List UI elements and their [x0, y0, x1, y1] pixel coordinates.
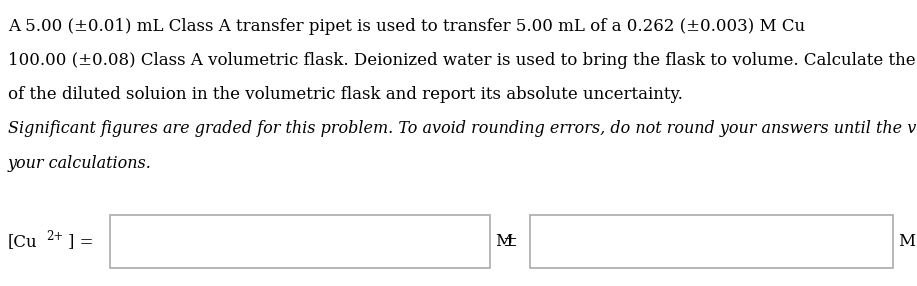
Text: [Cu: [Cu: [8, 233, 38, 250]
Text: ±: ±: [503, 233, 517, 251]
Text: M: M: [495, 233, 512, 250]
Text: A 5.00 (±0.01) mL Class A transfer pipet is used to transfer 5.00 mL of a 0.262 : A 5.00 (±0.01) mL Class A transfer pipet…: [8, 18, 805, 35]
Text: 100.00 (±0.08) Class A volumetric flask. Deionized water is used to bring the fl: 100.00 (±0.08) Class A volumetric flask.…: [8, 52, 917, 69]
Text: Significant figures are graded for this problem. To avoid rounding errors, do no: Significant figures are graded for this …: [8, 120, 917, 137]
Text: of the diluted soluion in the volumetric flask and report its absolute uncertain: of the diluted soluion in the volumetric…: [8, 86, 683, 103]
Text: M: M: [898, 233, 915, 250]
Text: your calculations.: your calculations.: [8, 155, 152, 172]
FancyBboxPatch shape: [110, 215, 490, 268]
FancyBboxPatch shape: [530, 215, 893, 268]
Text: 2+: 2+: [46, 230, 63, 243]
Text: ] =: ] =: [69, 233, 94, 250]
